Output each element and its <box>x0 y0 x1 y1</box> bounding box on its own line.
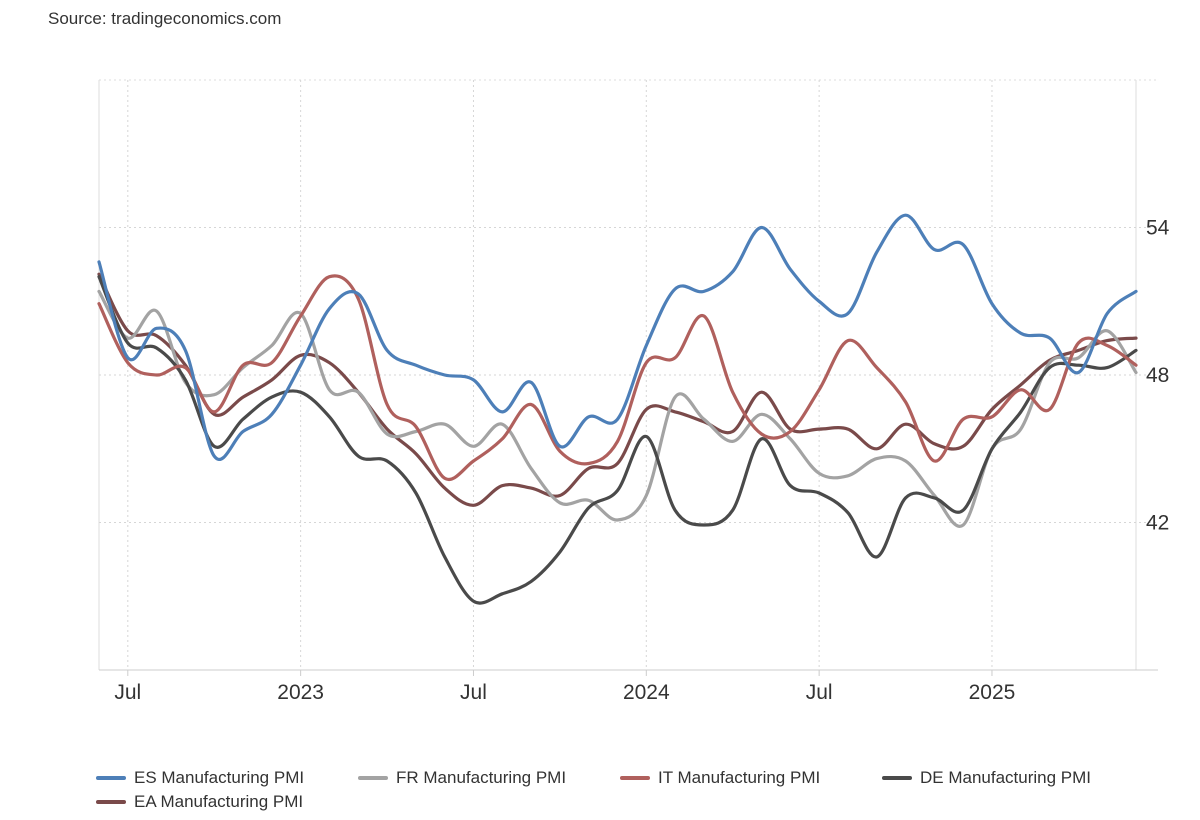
chart-legend: ES Manufacturing PMI FR Manufacturing PMI… <box>96 768 1176 812</box>
x-tick-label: 2024 <box>623 681 670 704</box>
legend-swatch <box>96 776 126 780</box>
x-tick-label: 2023 <box>277 681 324 704</box>
y-tick-label: 42 <box>1146 512 1169 535</box>
legend-item-de[interactable]: DE Manufacturing PMI <box>882 768 1172 788</box>
x-tick-label: Jul <box>114 681 141 704</box>
legend-swatch <box>882 776 912 780</box>
x-tick-label: Jul <box>460 681 487 704</box>
x-tick-label: Jul <box>806 681 833 704</box>
legend-label: EA Manufacturing PMI <box>134 792 304 811</box>
y-tick-label: 48 <box>1146 364 1169 387</box>
legend-swatch <box>358 776 388 780</box>
series-line-ea <box>97 272 1138 507</box>
series-line-fr <box>97 289 1138 528</box>
legend-label: IT Manufacturing PMI <box>658 768 821 787</box>
legend-item-fr[interactable]: FR Manufacturing PMI <box>358 768 620 788</box>
legend-item-it[interactable]: IT Manufacturing PMI <box>620 768 882 788</box>
series-line-es <box>97 213 1138 461</box>
legend-item-ea[interactable]: EA Manufacturing PMI <box>96 792 358 812</box>
x-tick-label: 2025 <box>969 681 1016 704</box>
legend-item-es[interactable]: ES Manufacturing PMI <box>96 768 358 788</box>
legend-swatch <box>96 800 126 804</box>
source-label: Source: tradingeconomics.com <box>48 9 282 28</box>
legend-label: DE Manufacturing PMI <box>920 768 1092 787</box>
legend-swatch <box>620 776 650 780</box>
legend-label: FR Manufacturing PMI <box>396 768 567 787</box>
series-line-it <box>97 274 1138 482</box>
legend-label: ES Manufacturing PMI <box>134 768 305 787</box>
series-line-de <box>97 275 1138 605</box>
y-tick-label: 54 <box>1146 217 1170 240</box>
